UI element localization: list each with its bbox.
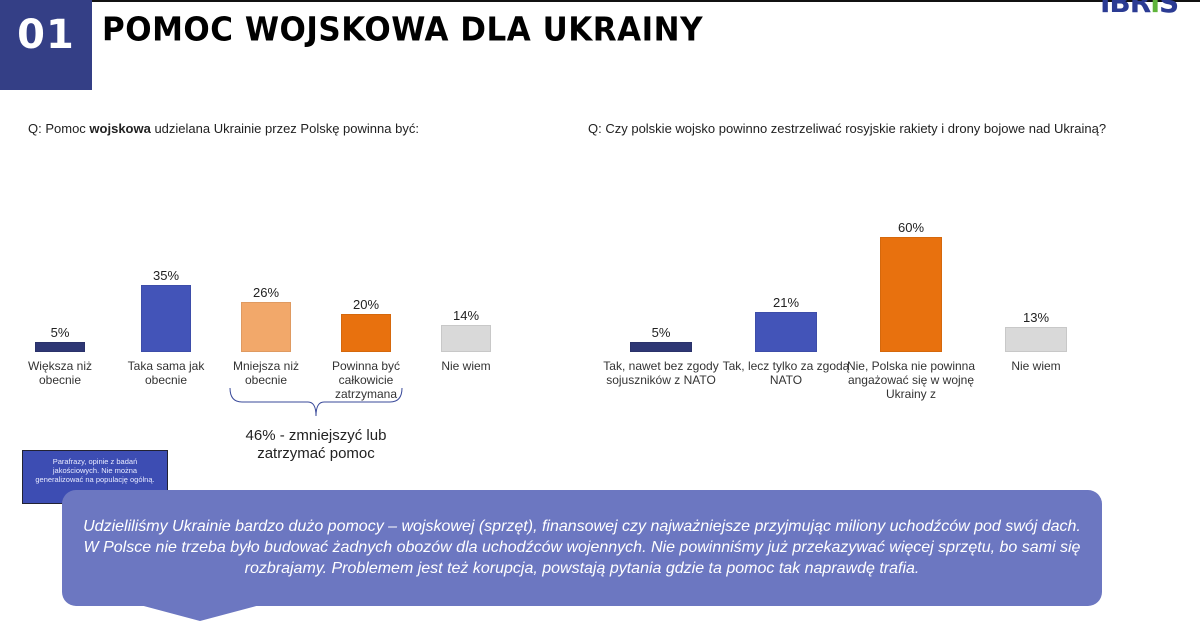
quote-box: Udzieliliśmy Ukrainie bardzo dużo pomocy… bbox=[62, 490, 1102, 606]
data-label: 5% bbox=[651, 325, 671, 341]
bar bbox=[341, 313, 391, 352]
section-number: 01 bbox=[0, 0, 92, 90]
bar bbox=[755, 311, 817, 352]
top-rule bbox=[0, 0, 1200, 2]
category-label: Tak, nawet bez zgody sojuszników z NATO bbox=[603, 359, 719, 387]
bar bbox=[35, 342, 85, 352]
data-label: 14% bbox=[452, 308, 480, 324]
bar bbox=[441, 325, 491, 352]
data-label: 21% bbox=[772, 294, 800, 310]
data-label: 20% bbox=[352, 296, 380, 312]
bar bbox=[880, 237, 942, 352]
question-left: Q: Pomoc wojskowa udzielana Ukrainie prz… bbox=[28, 121, 419, 136]
category-label: Nie, Polska nie powinna angażować się w … bbox=[846, 359, 976, 401]
question-right: Q: Czy polskie wojsko powinno zestrzeliw… bbox=[588, 121, 1107, 136]
data-label: 5% bbox=[50, 325, 70, 341]
bar bbox=[630, 342, 692, 352]
data-label: 60% bbox=[897, 220, 925, 236]
category-label: Nie wiem bbox=[441, 359, 491, 373]
data-label: 35% bbox=[152, 268, 180, 284]
question-bold: wojskowa bbox=[89, 121, 151, 136]
category-label: Mniejsza niż obecnie bbox=[232, 359, 300, 387]
data-label: 13% bbox=[1022, 310, 1050, 326]
bar bbox=[141, 285, 191, 352]
data-label: 26% bbox=[252, 285, 280, 301]
bar bbox=[241, 302, 291, 352]
sum-annotation: 46% - zmniejszyć lub zatrzymać pomoc bbox=[245, 427, 387, 462]
category-label: Tak, lecz tylko za zgodą NATO bbox=[722, 359, 850, 387]
page-title: POMOC WOJSKOWA DLA UKRAINY bbox=[102, 11, 704, 49]
bracket bbox=[229, 387, 403, 417]
question-text: udzielana Ukrainie przez Polskę powinna … bbox=[150, 121, 419, 136]
quote-pointer bbox=[140, 605, 260, 621]
question-text: Q: Pomoc bbox=[28, 121, 90, 136]
category-label: Taka sama jak obecnie bbox=[127, 359, 205, 387]
category-label: Większa niż obecnie bbox=[27, 359, 92, 387]
category-label: Powinna być całkowicie zatrzymana bbox=[331, 359, 401, 401]
logo: IBRiS bbox=[1100, 0, 1179, 19]
bar bbox=[1005, 327, 1067, 352]
category-label: Nie wiem bbox=[1011, 359, 1061, 373]
